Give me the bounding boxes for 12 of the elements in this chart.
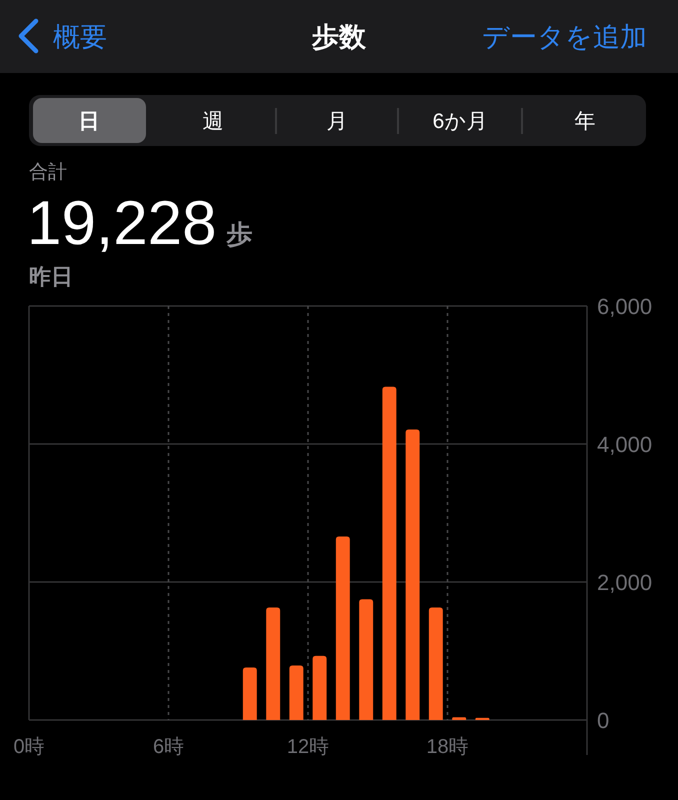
annotation: 19,228: [27, 189, 217, 258]
annotation: 週: [202, 110, 224, 133]
annotation: 6か月: [432, 110, 488, 133]
annotation: データを追加: [482, 22, 647, 52]
annotation: 日: [78, 110, 100, 133]
annotation: 合計: [29, 162, 67, 183]
annotation: 概要: [53, 22, 107, 52]
annotation: 歩: [226, 219, 253, 249]
annotation: 月: [326, 110, 348, 133]
annotation: 年: [574, 110, 596, 133]
annotation: 昨日: [29, 264, 73, 289]
title: 歩数: [312, 22, 366, 52]
